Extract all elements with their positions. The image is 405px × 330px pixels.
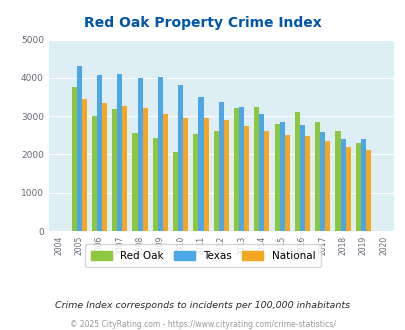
Bar	[324, 141, 330, 231]
Bar	[274, 124, 279, 231]
Bar	[92, 116, 97, 231]
Bar	[117, 74, 122, 231]
Bar	[243, 126, 249, 231]
Bar	[233, 108, 239, 231]
Bar	[132, 133, 137, 231]
Bar	[102, 103, 107, 231]
Bar	[254, 107, 259, 231]
Bar	[340, 139, 345, 231]
Bar	[112, 110, 117, 231]
Bar	[71, 87, 77, 231]
Bar	[360, 139, 365, 231]
Bar	[81, 99, 87, 231]
Bar	[213, 131, 218, 231]
Bar	[299, 125, 304, 231]
Bar	[355, 143, 360, 231]
Bar	[137, 78, 142, 231]
Bar	[158, 77, 162, 231]
Bar	[122, 106, 127, 231]
Bar	[203, 118, 208, 231]
Bar	[183, 118, 188, 231]
Bar	[162, 114, 168, 231]
Bar	[178, 84, 183, 231]
Bar	[142, 108, 147, 231]
Bar	[365, 150, 370, 231]
Bar	[259, 114, 264, 231]
Bar	[264, 131, 269, 231]
Text: Red Oak Property Crime Index: Red Oak Property Crime Index	[84, 16, 321, 30]
Bar	[335, 131, 340, 231]
Bar	[279, 122, 284, 231]
Bar	[77, 66, 81, 231]
Text: Crime Index corresponds to incidents per 100,000 inhabitants: Crime Index corresponds to incidents per…	[55, 301, 350, 310]
Bar	[97, 75, 102, 231]
Bar	[320, 132, 324, 231]
Bar	[193, 134, 198, 231]
Bar	[239, 107, 243, 231]
Bar	[314, 122, 320, 231]
Bar	[294, 112, 299, 231]
Bar	[223, 120, 228, 231]
Bar	[152, 138, 158, 231]
Bar	[173, 151, 178, 231]
Bar	[218, 102, 223, 231]
Bar	[304, 136, 309, 231]
Legend: Red Oak, Texas, National: Red Oak, Texas, National	[84, 244, 321, 267]
Text: © 2025 CityRating.com - https://www.cityrating.com/crime-statistics/: © 2025 CityRating.com - https://www.city…	[70, 319, 335, 329]
Bar	[345, 147, 350, 231]
Bar	[284, 135, 289, 231]
Bar	[198, 97, 203, 231]
